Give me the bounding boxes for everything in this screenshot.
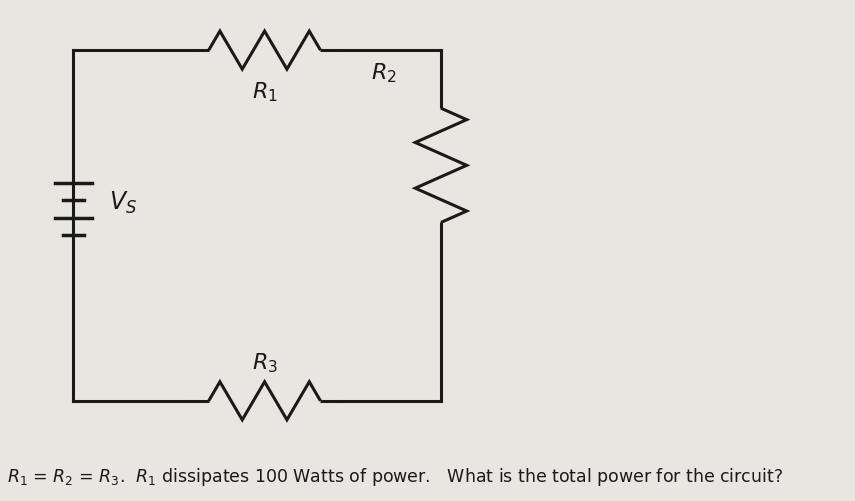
Text: $R_3$: $R_3$ [251,351,278,375]
Text: $V_S$: $V_S$ [109,190,137,216]
Text: $R_1$: $R_1$ [251,81,278,105]
Text: $R_2$: $R_2$ [371,62,397,85]
Text: $R_1$ = $R_2$ = $R_3$.  $R_1$ dissipates 100 Watts of power.   What is the total: $R_1$ = $R_2$ = $R_3$. $R_1$ dissipates … [8,466,783,488]
